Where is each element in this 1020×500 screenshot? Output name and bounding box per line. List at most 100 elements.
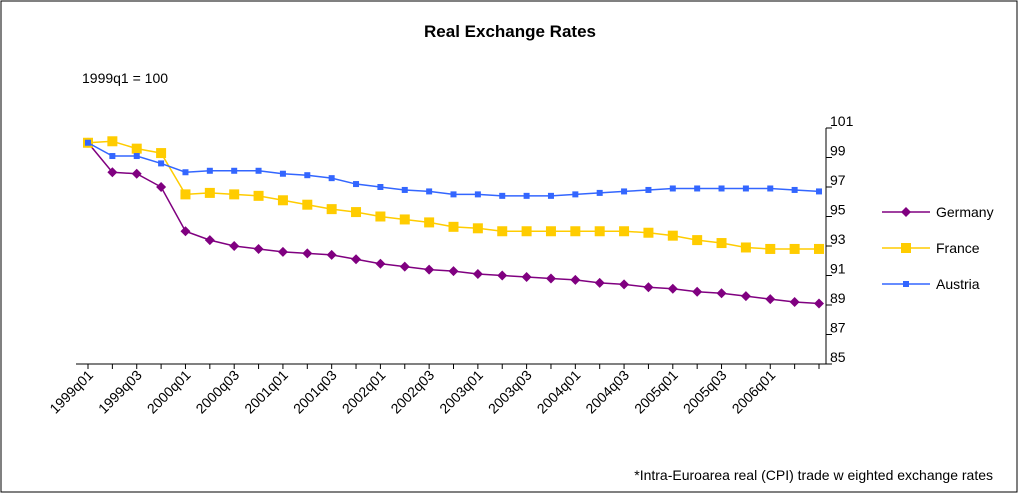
data-point — [326, 204, 337, 215]
data-point — [231, 167, 238, 174]
data-point — [401, 186, 408, 193]
data-point — [791, 186, 798, 193]
data-point — [694, 185, 701, 192]
y-tick-label: 91 — [830, 261, 846, 277]
legend-marker — [903, 281, 909, 287]
data-point — [497, 226, 508, 237]
data-point — [450, 191, 457, 198]
data-point — [718, 185, 725, 192]
data-point — [521, 226, 532, 237]
data-point — [669, 185, 676, 192]
data-point — [594, 226, 605, 237]
data-point — [253, 243, 264, 254]
legend-marker — [901, 207, 911, 217]
data-point — [448, 266, 459, 277]
subtitle: 1999q1 = 100 — [82, 70, 168, 86]
legend-label: Austria — [936, 276, 980, 292]
data-point — [621, 188, 628, 195]
data-point — [182, 169, 189, 176]
data-point — [643, 282, 654, 293]
data-point — [619, 279, 630, 290]
data-point — [326, 249, 337, 260]
data-point — [643, 227, 654, 238]
data-point — [814, 298, 824, 309]
data-point — [545, 273, 556, 284]
y-tick-label: 99 — [830, 143, 846, 159]
data-point — [328, 175, 335, 182]
legend-marker — [901, 243, 911, 253]
y-tick-label: 89 — [830, 290, 846, 306]
data-point — [375, 211, 386, 222]
data-point — [107, 136, 118, 147]
data-point — [740, 242, 751, 253]
data-point — [426, 188, 433, 195]
data-point — [472, 223, 483, 234]
data-point — [204, 187, 215, 198]
data-point — [692, 286, 703, 297]
legend-label: Germany — [936, 204, 994, 220]
data-point — [570, 226, 581, 237]
data-point — [399, 261, 410, 272]
y-tick-label: 85 — [830, 349, 846, 365]
data-point — [523, 192, 530, 199]
data-point — [109, 153, 116, 160]
data-point — [253, 190, 264, 201]
data-point — [765, 294, 776, 305]
data-point — [594, 277, 605, 288]
data-point — [180, 189, 191, 200]
data-point — [302, 248, 313, 259]
data-point — [424, 217, 435, 228]
data-point — [547, 192, 554, 199]
data-point — [472, 269, 483, 280]
data-point — [302, 199, 313, 210]
data-point — [351, 207, 362, 218]
data-point — [521, 271, 532, 282]
data-point — [351, 254, 362, 265]
data-point — [85, 139, 91, 146]
footnote: *Intra-Euroarea real (CPI) trade w eight… — [634, 467, 993, 483]
data-point — [570, 274, 581, 285]
data-point — [499, 192, 506, 199]
data-point — [133, 153, 140, 160]
data-point — [424, 264, 435, 275]
data-point — [596, 189, 603, 196]
data-point — [131, 143, 142, 154]
data-point — [740, 291, 751, 302]
data-point — [742, 185, 749, 192]
data-point — [545, 226, 556, 237]
legend-label: France — [936, 240, 980, 256]
y-tick-label: 87 — [830, 320, 846, 336]
data-point — [353, 181, 360, 188]
data-point — [497, 270, 508, 281]
data-point — [789, 297, 800, 308]
data-point — [158, 160, 165, 167]
data-point — [377, 184, 384, 190]
data-point — [667, 283, 678, 294]
data-point — [448, 221, 459, 232]
chart-title: Real Exchange Rates — [424, 22, 596, 41]
data-point — [180, 226, 191, 237]
data-point — [229, 189, 240, 200]
data-point — [277, 195, 288, 206]
y-tick-label: 95 — [830, 202, 846, 218]
data-point — [375, 258, 386, 269]
data-point — [131, 168, 142, 179]
data-point — [229, 241, 240, 251]
data-point — [814, 243, 824, 254]
data-point — [255, 167, 262, 174]
data-point — [716, 288, 727, 299]
data-point — [572, 191, 579, 198]
data-point — [156, 148, 167, 159]
data-point — [279, 170, 286, 177]
data-point — [277, 246, 288, 257]
data-point — [204, 235, 215, 246]
data-point — [667, 230, 678, 241]
y-tick-label: 93 — [830, 231, 846, 247]
y-tick-label: 97 — [830, 172, 846, 188]
data-point — [619, 226, 630, 237]
data-point — [789, 243, 800, 254]
data-point — [206, 167, 213, 174]
data-point — [107, 167, 118, 178]
data-point — [399, 214, 410, 225]
